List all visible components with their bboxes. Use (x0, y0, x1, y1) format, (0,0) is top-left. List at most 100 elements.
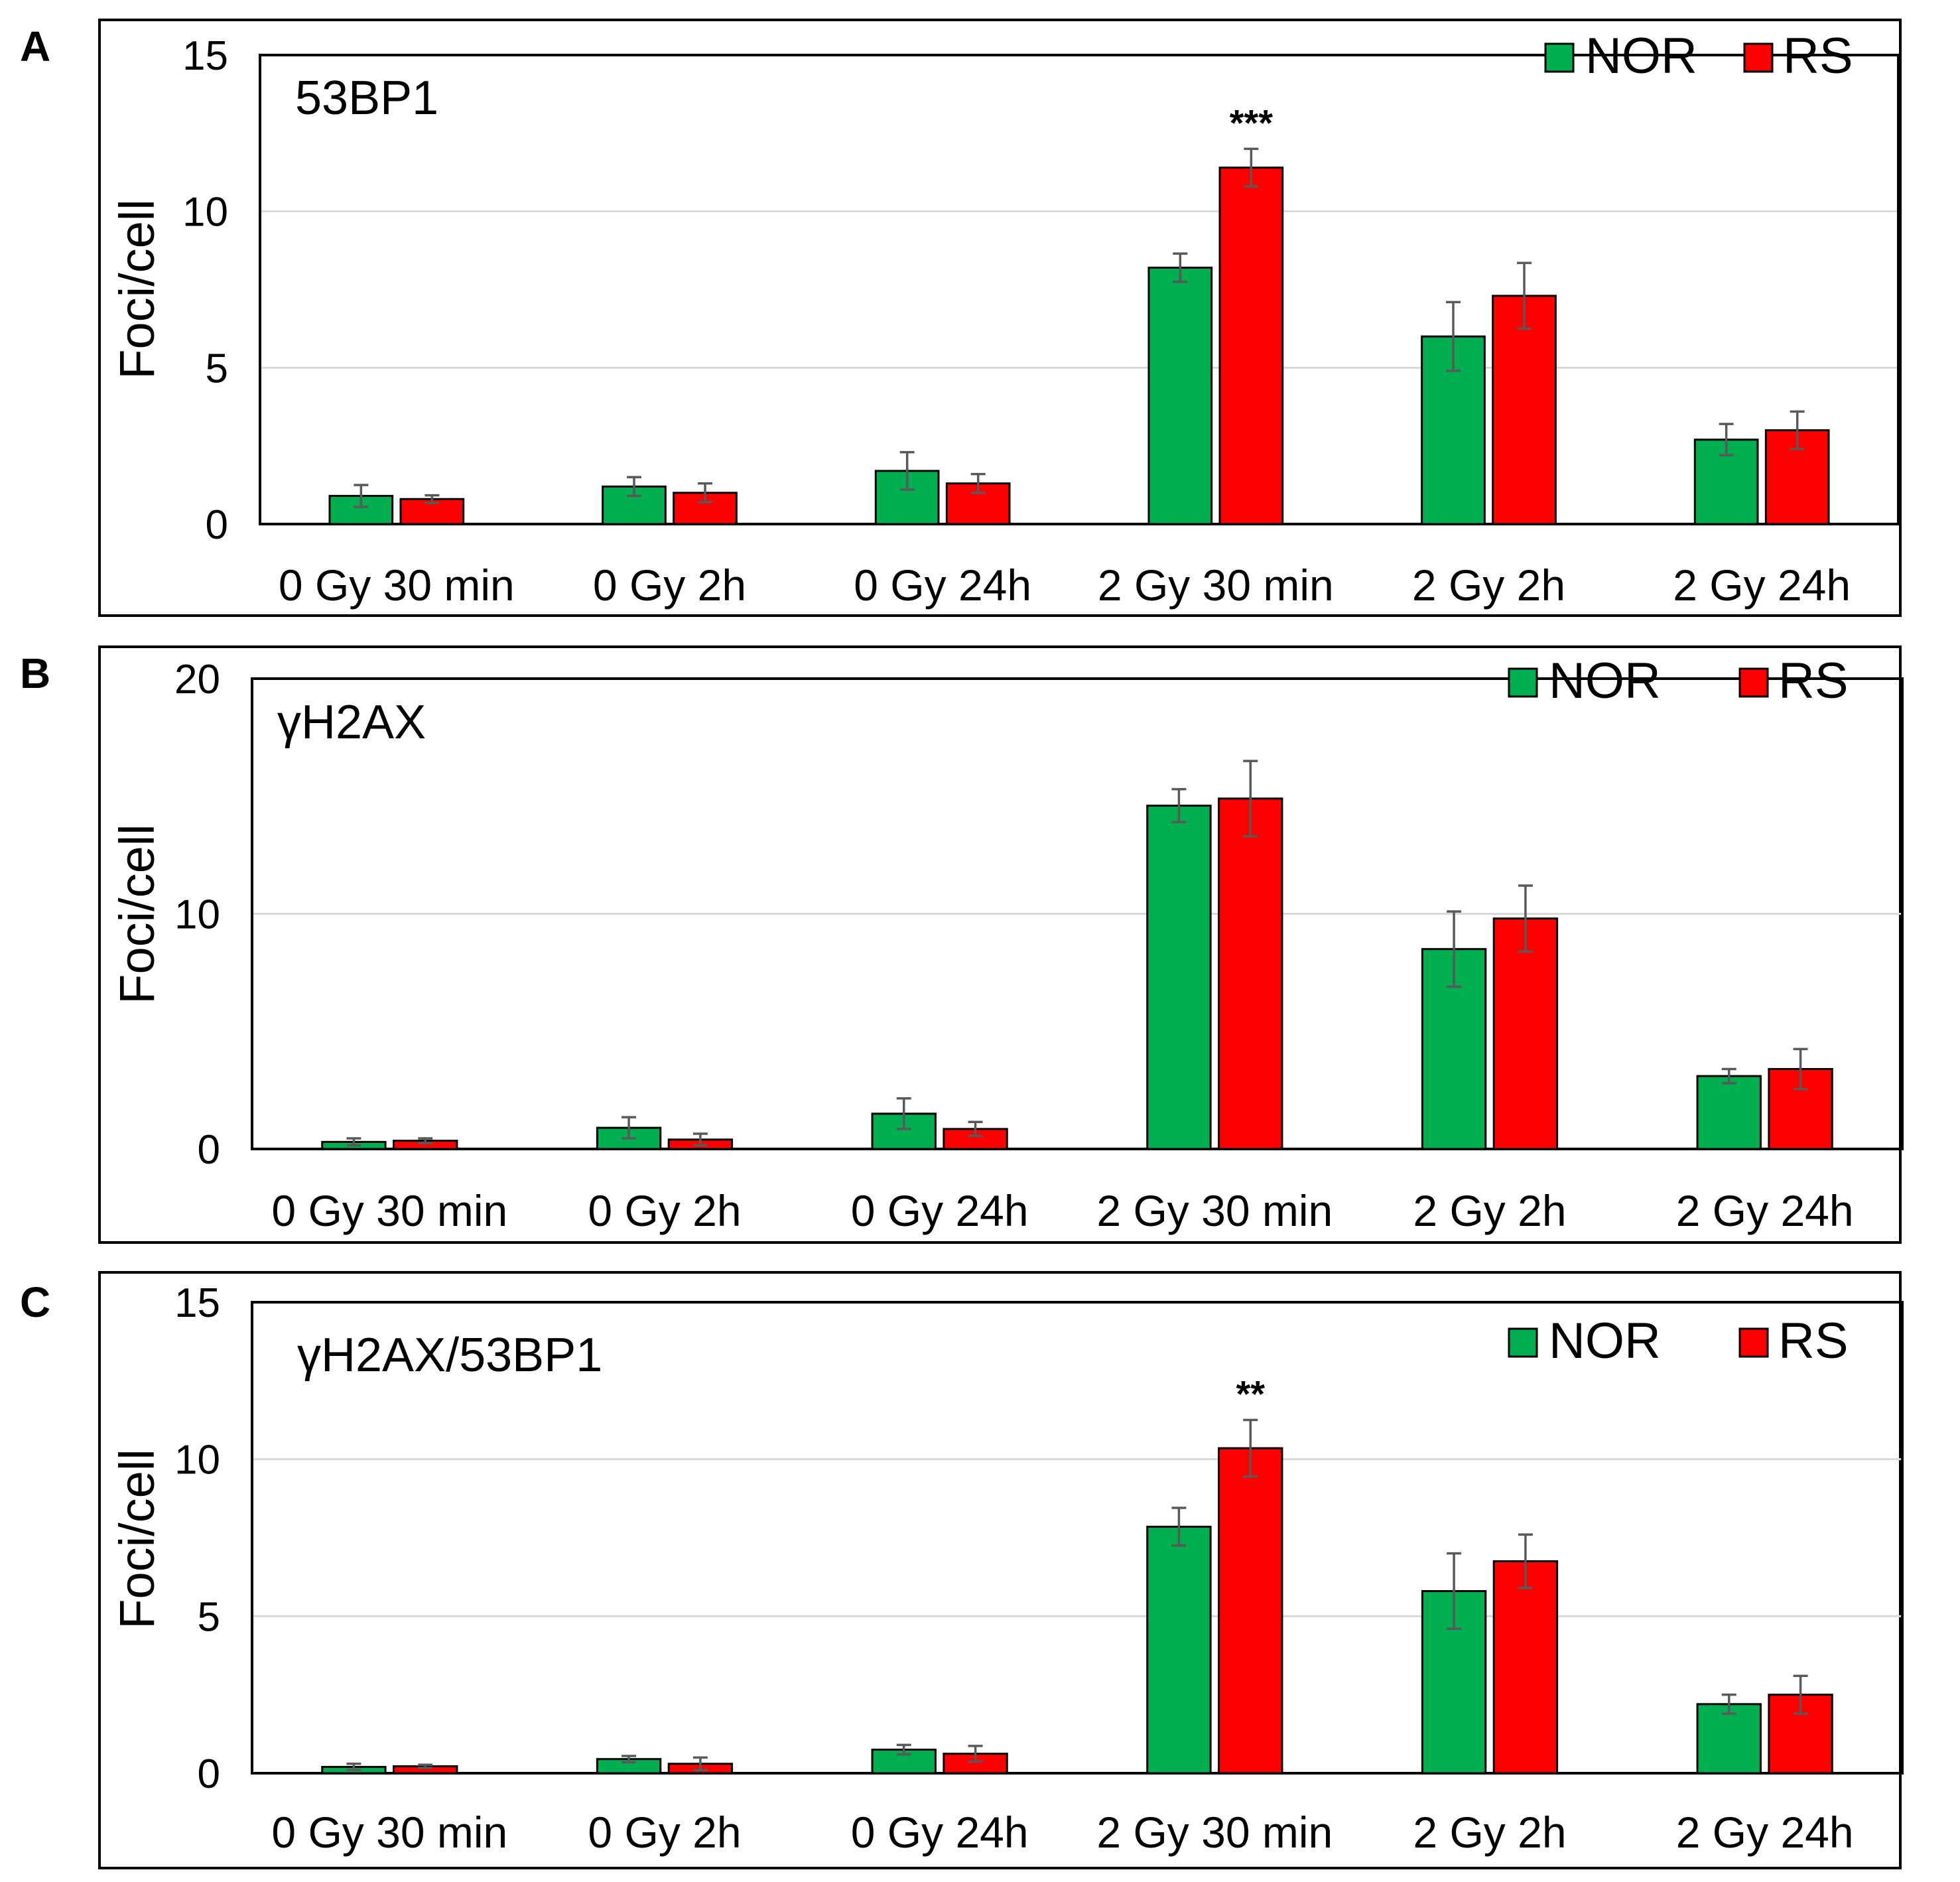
bar-rs (1492, 1560, 1559, 1775)
significance-marker: *** (1230, 101, 1274, 143)
error-bar (1721, 1693, 1736, 1715)
error-bar (1793, 1674, 1808, 1715)
x-tick-label: 0 Gy 24h (851, 1186, 1029, 1235)
panel-frame (98, 1271, 1902, 1869)
error-bar (418, 1137, 433, 1144)
legend: NOR RS (1508, 1313, 1849, 1369)
error-bar (1790, 410, 1805, 450)
panel-title: 53BP1 (295, 72, 438, 125)
error-bar (1243, 760, 1258, 838)
x-tick-label: 0 Gy 24h (854, 561, 1031, 610)
y-tick-label: 5 (198, 1594, 220, 1640)
error-bar (1447, 910, 1462, 988)
x-tick-label: 2 Gy 2h (1413, 1186, 1566, 1235)
x-tick-label: 2 Gy 2h (1412, 561, 1565, 610)
legend-label-nor: NOR (1549, 653, 1661, 709)
error-bar (346, 1763, 361, 1772)
x-tick-label: 0 Gy 2h (588, 1186, 741, 1235)
error-bar (698, 482, 713, 504)
x-tick-label: 2 Gy 24h (1673, 561, 1851, 610)
panel-c: C 0 5 10 15 Foci/cell γH2AX/53BP1 0 Gy 30 min 0 … (20, 1271, 1904, 1869)
legend-swatch-rs (1743, 42, 1774, 73)
y-tick-label: 0 (206, 502, 228, 548)
legend-label-nor: NOR (1585, 28, 1697, 84)
x-tick-label: 0 Gy 30 min (271, 1186, 507, 1235)
x-tick-label: 2 Gy 2h (1413, 1808, 1566, 1857)
x-tick-label: 0 Gy 30 min (271, 1808, 507, 1857)
y-tick-label: 10 (174, 1438, 220, 1483)
legend: NOR RS (1544, 28, 1853, 84)
legend-swatch-rs (1738, 1327, 1769, 1358)
y-tick-label: 5 (206, 346, 228, 391)
x-tick-label: 0 Gy 30 min (279, 561, 515, 610)
x-tick-label: 2 Gy 30 min (1096, 1186, 1333, 1235)
panel-frame (98, 19, 1902, 617)
panel-letter: C (20, 1278, 50, 1326)
legend-swatch-rs (1738, 667, 1769, 698)
error-bar (425, 494, 440, 504)
error-bar (621, 1116, 637, 1140)
x-tick-label: 2 Gy 30 min (1098, 561, 1334, 610)
bar-nor (1147, 267, 1213, 525)
y-tick-label: 15 (174, 1280, 220, 1326)
bar-nor (1146, 1525, 1212, 1775)
error-bar (1445, 301, 1461, 372)
y-axis-label: Foci/cell (109, 1449, 164, 1629)
bar-rs (1218, 167, 1284, 525)
panel-b: B 0 10 20 Foci/cell γH2AX 0 Gy 30 min 0 Gy 2h 0 … (20, 645, 1904, 1244)
y-tick-label: 15 (182, 33, 228, 79)
error-bar (1243, 1418, 1258, 1478)
plot-area (251, 677, 1904, 1150)
error-bar (1793, 1047, 1808, 1091)
y-axis-label: Foci/cell (109, 824, 164, 1004)
error-bar (1244, 147, 1259, 188)
error-bar (626, 476, 641, 498)
legend-label-rs: RS (1778, 1313, 1849, 1369)
y-tick-label: 20 (174, 657, 220, 703)
error-bar (346, 1137, 361, 1147)
y-tick-label: 10 (182, 190, 228, 235)
error-bar (621, 1755, 637, 1764)
legend-label-rs: RS (1778, 653, 1849, 709)
legend-swatch-nor (1544, 42, 1575, 73)
x-tick-label: 2 Gy 24h (1676, 1186, 1854, 1235)
y-tick-label: 0 (198, 1127, 220, 1173)
error-bar (970, 472, 986, 494)
error-bar (1518, 884, 1533, 953)
error-bar (692, 1756, 708, 1772)
bar-rs (1218, 1447, 1283, 1775)
error-bar (1517, 261, 1532, 330)
x-tick-label: 2 Gy 30 min (1096, 1808, 1333, 1857)
plot-area (259, 54, 1900, 525)
error-bar (1173, 252, 1188, 283)
x-tick-label: 0 Gy 24h (851, 1808, 1029, 1857)
error-bar (899, 450, 915, 491)
bar-rs (1492, 917, 1559, 1150)
error-bar (692, 1132, 708, 1147)
error-bar (418, 1763, 433, 1769)
error-bar (1171, 1507, 1187, 1547)
legend-swatch-nor (1508, 1327, 1538, 1358)
legend-label-rs: RS (1783, 28, 1853, 84)
bar-nor (1696, 1075, 1762, 1150)
plot-area (251, 1301, 1904, 1775)
error-bar (896, 1743, 911, 1756)
x-tick-label: 0 Gy 2h (588, 1808, 741, 1857)
panel-a: A 0 5 10 15 Foci/cell 53BP1 0 Gy 30 min 0 Gy 2h 0… (20, 19, 1902, 617)
error-bar (1721, 1067, 1736, 1085)
error-bar (1171, 787, 1187, 823)
panel-letter: A (20, 23, 50, 70)
error-bar (1518, 1533, 1533, 1589)
error-bar (354, 484, 369, 508)
error-bar (968, 1120, 983, 1138)
legend: NOR RS (1508, 653, 1849, 709)
error-bar (896, 1097, 911, 1130)
y-tick-label: 0 (198, 1751, 220, 1797)
bar-nor (1696, 1703, 1762, 1775)
legend-label-nor: NOR (1549, 1313, 1661, 1369)
error-bar (1447, 1552, 1462, 1631)
error-bar (1719, 423, 1734, 457)
x-tick-label: 2 Gy 24h (1676, 1808, 1854, 1857)
y-axis-label: Foci/cell (109, 199, 164, 379)
